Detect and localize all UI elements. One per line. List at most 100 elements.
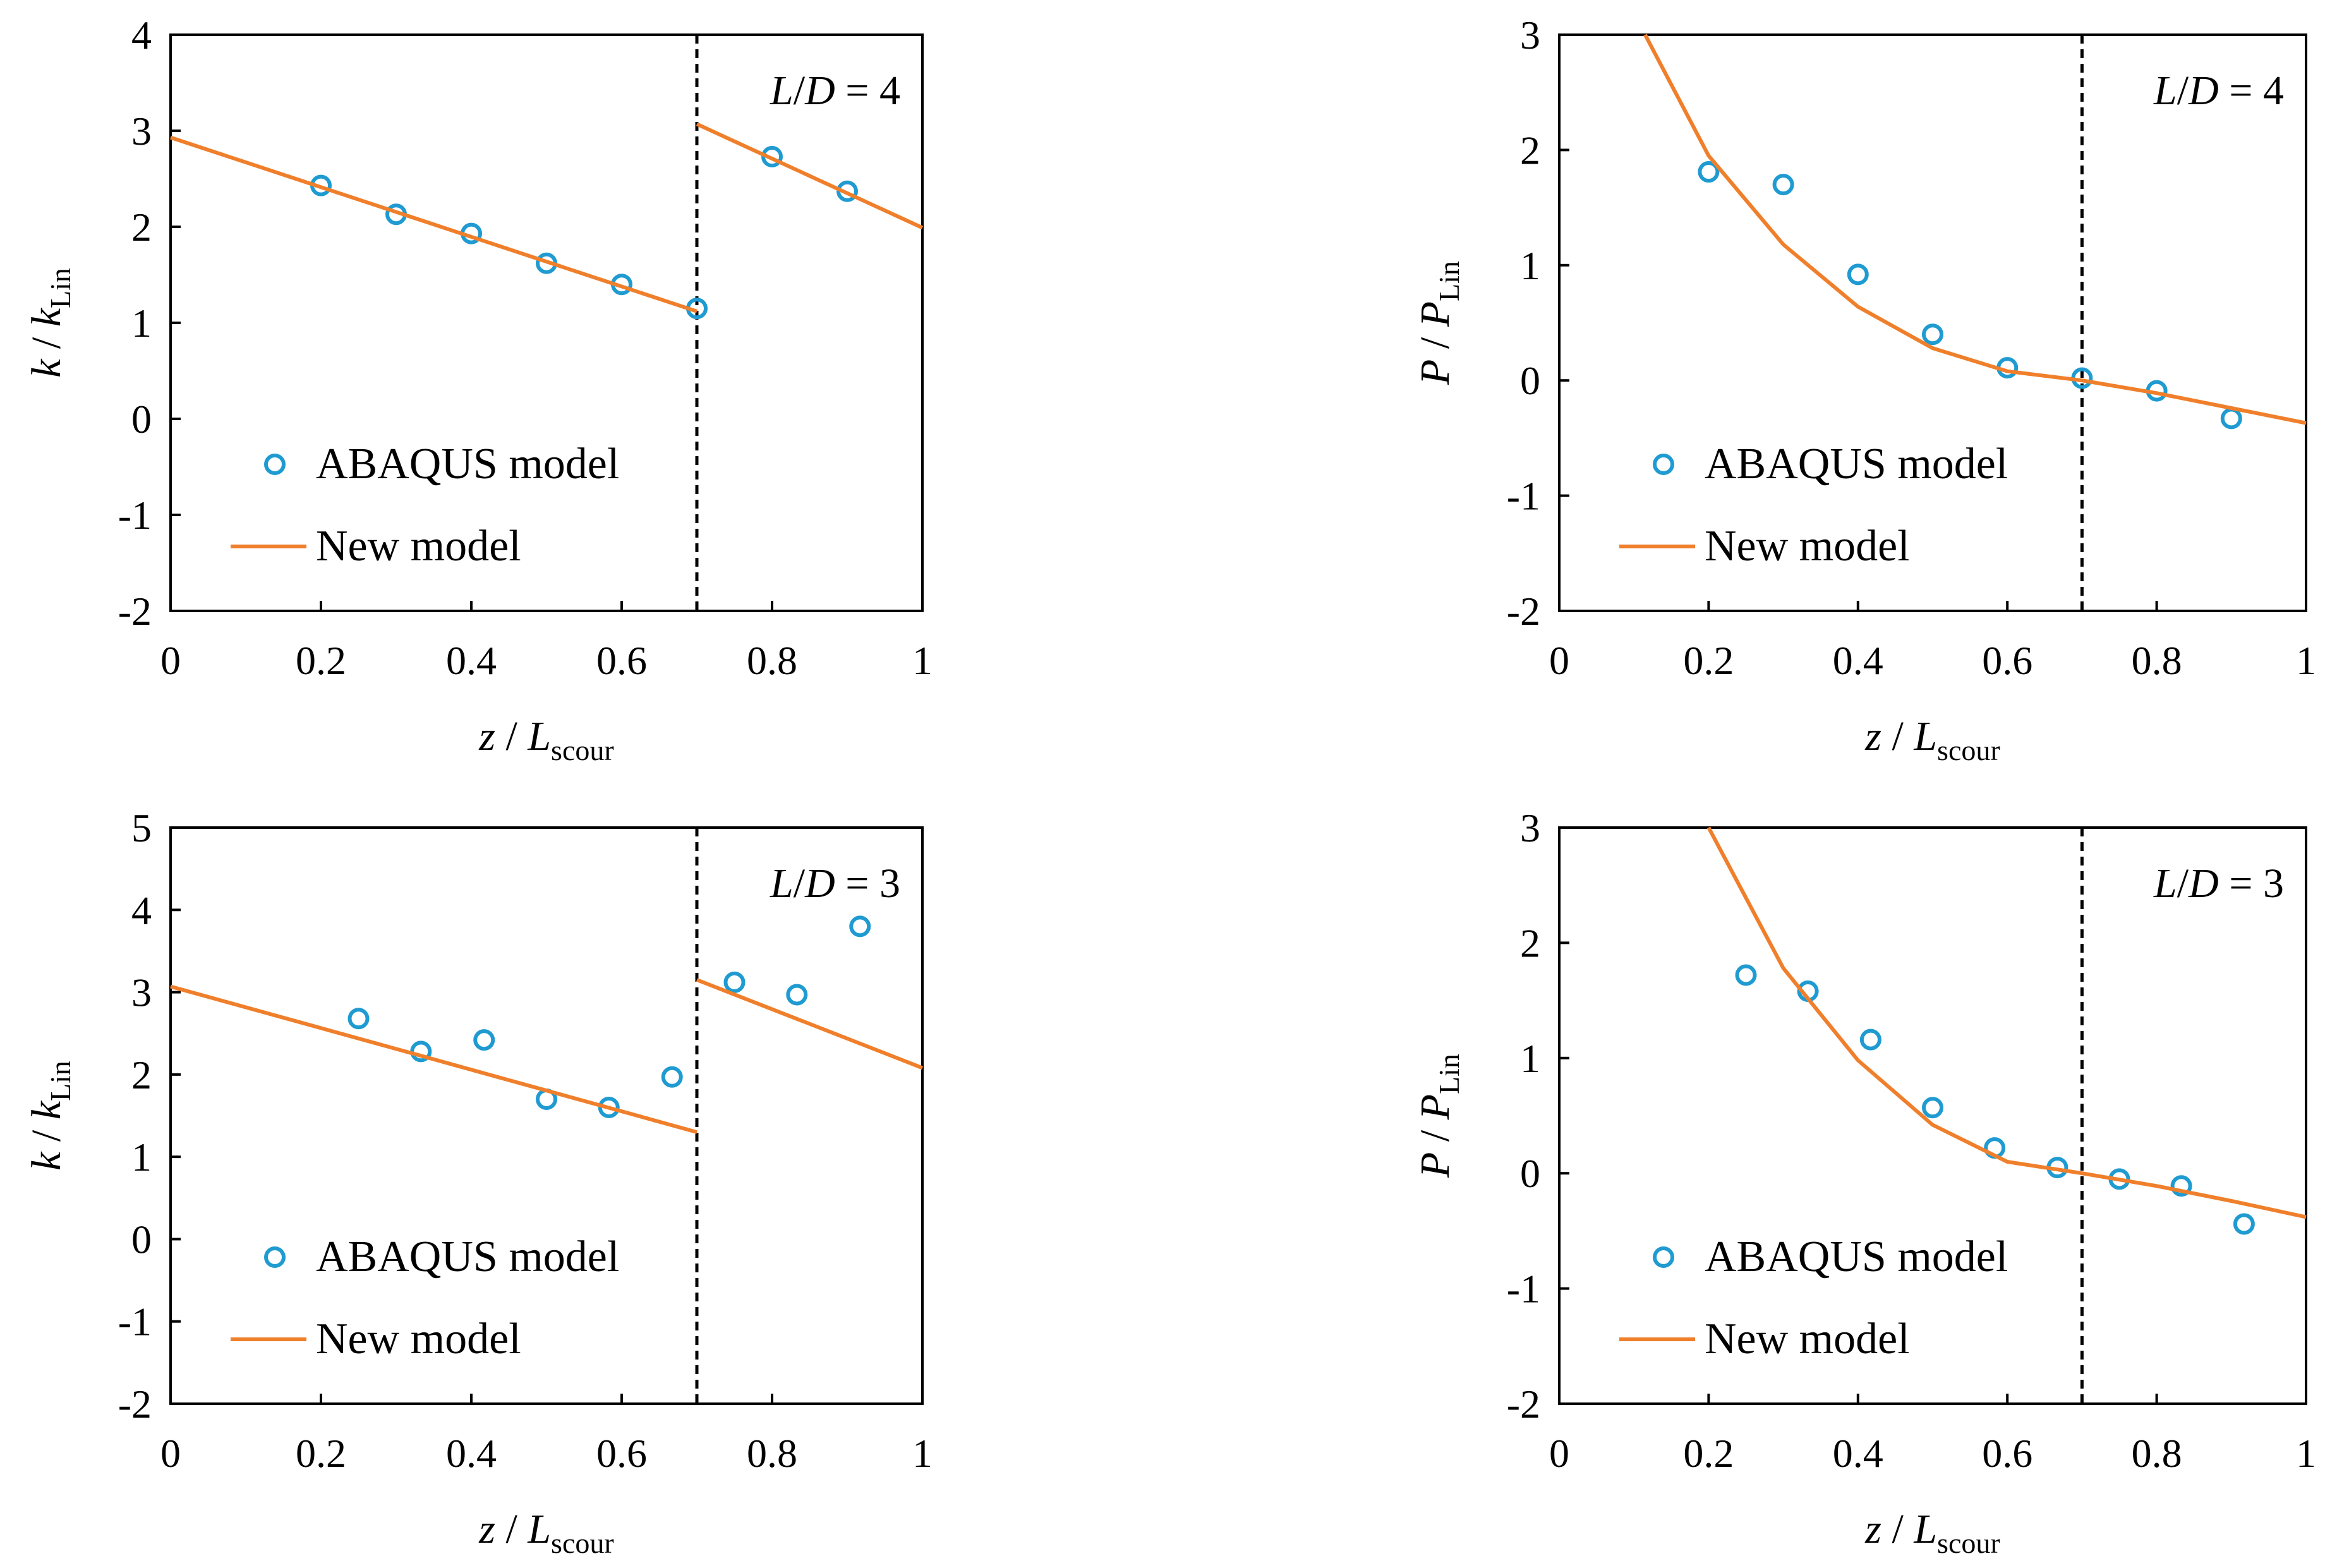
abaqus-data-point bbox=[473, 1029, 495, 1051]
x-tick-label: 0.6 bbox=[596, 638, 647, 683]
ld-value: = 3 bbox=[835, 860, 900, 907]
y-tick-label: 0 bbox=[1520, 358, 1540, 403]
new-model-line bbox=[696, 978, 924, 1070]
y-axis-label: k / kLin bbox=[23, 1061, 76, 1171]
x-axis-label: z / Lscour bbox=[478, 713, 613, 766]
x-tick-label: 0.6 bbox=[1982, 1431, 2032, 1476]
abaqus-data-point bbox=[1847, 263, 1869, 286]
ld-var-l: L bbox=[2153, 860, 2177, 907]
x-tick-label: 0 bbox=[1549, 638, 1569, 683]
x-axis-var: z bbox=[478, 1506, 495, 1552]
y-axis-var: P bbox=[1412, 1152, 1458, 1178]
chart-panel-3: 0 0.2 0.4 0.6 0.8 1 -2 -1 0 1 2 3 4 5 ABAQUS model New … bbox=[23, 805, 933, 1559]
abaqus-data-point bbox=[1859, 1028, 1881, 1051]
legend-marker-icon bbox=[1653, 454, 1674, 475]
new-model-line bbox=[696, 122, 924, 230]
plot-frame bbox=[169, 33, 924, 612]
y-axis-sep: / bbox=[1412, 1119, 1458, 1152]
x-axis-subscript: scour bbox=[551, 734, 614, 766]
abaqus-data-point bbox=[598, 1096, 620, 1118]
abaqus-data-point bbox=[849, 915, 871, 938]
x-tick-label: 0.8 bbox=[2132, 1431, 2182, 1476]
ld-annotation: L/D = 4 bbox=[770, 68, 900, 114]
ld-slash: / bbox=[794, 68, 806, 114]
x-axis-subscript: scour bbox=[551, 1527, 614, 1559]
x-tick-label: 0.6 bbox=[596, 1431, 647, 1476]
legend-label: ABAQUS model bbox=[316, 1233, 619, 1281]
y-tick-label: -2 bbox=[1507, 1382, 1540, 1426]
ld-var-d: D bbox=[804, 860, 835, 907]
plot-frame bbox=[1558, 826, 2307, 1405]
y-axis-subscript: Lin bbox=[1433, 261, 1465, 301]
y-tick-label: 3 bbox=[131, 109, 152, 154]
ld-annotation: L/D = 3 bbox=[770, 860, 900, 907]
y-tick-label: 1 bbox=[131, 1135, 152, 1179]
x-tick-label: 0.4 bbox=[1833, 638, 1883, 683]
abaqus-data-point bbox=[1772, 174, 1794, 196]
x-axis-subscript: scour bbox=[1937, 1527, 2000, 1559]
ld-var-d: D bbox=[804, 68, 835, 114]
y-tick-label: 2 bbox=[1520, 128, 1540, 172]
x-axis-label: z / Lscour bbox=[478, 1506, 613, 1559]
y-axis-var: P bbox=[1412, 359, 1458, 385]
new-model-line bbox=[170, 135, 697, 313]
new-model-line bbox=[1643, 33, 2307, 425]
y-tick-label: -2 bbox=[118, 589, 152, 634]
x-tick-label: 0.2 bbox=[296, 1431, 346, 1476]
ld-var-d: D bbox=[2188, 68, 2219, 114]
y-axis-base: P bbox=[1412, 301, 1458, 327]
abaqus-data-point bbox=[2233, 1213, 2255, 1235]
x-tick-label: 0.8 bbox=[747, 1431, 797, 1476]
x-tick-label: 1 bbox=[912, 638, 933, 683]
ld-slash: / bbox=[2177, 860, 2189, 907]
ld-value: = 3 bbox=[2219, 860, 2284, 907]
x-tick-label: 1 bbox=[2296, 1431, 2316, 1476]
abaqus-data-point bbox=[723, 971, 746, 993]
x-tick-label: 0 bbox=[160, 1431, 181, 1476]
x-tick-label: 0.6 bbox=[1982, 638, 2032, 683]
y-tick-label: 0 bbox=[131, 397, 152, 442]
ld-slash: / bbox=[794, 860, 806, 907]
x-axis-sep: / bbox=[1881, 713, 1914, 759]
ld-value: = 4 bbox=[835, 68, 900, 114]
abaqus-data-point bbox=[2220, 407, 2242, 430]
plot-frame bbox=[169, 826, 924, 1405]
abaqus-data-point bbox=[2170, 1175, 2192, 1197]
y-axis-var: k bbox=[23, 1151, 69, 1171]
y-tick-label: 2 bbox=[131, 1052, 152, 1097]
y-tick-label: 0 bbox=[1520, 1151, 1540, 1196]
legend-marker-icon bbox=[264, 454, 286, 475]
y-tick-label: 3 bbox=[1520, 805, 1540, 850]
x-axis-var: z bbox=[478, 713, 495, 759]
y-tick-label: 3 bbox=[131, 970, 152, 1015]
y-tick-label: 4 bbox=[131, 13, 152, 57]
x-axis-base: L bbox=[1913, 1506, 1937, 1552]
x-axis-sep: / bbox=[1881, 1506, 1914, 1552]
ld-annotation: L/D = 4 bbox=[2153, 68, 2284, 114]
ld-slash: / bbox=[2177, 68, 2189, 114]
abaqus-data-point bbox=[1922, 323, 1943, 346]
y-tick-label: 0 bbox=[131, 1217, 152, 1262]
y-tick-label: -2 bbox=[118, 1382, 152, 1426]
y-axis-label: P / PLin bbox=[1412, 1054, 1465, 1178]
legend-label: New model bbox=[1705, 1315, 1910, 1363]
x-tick-label: 0.2 bbox=[1683, 638, 1734, 683]
y-axis-subscript: Lin bbox=[44, 268, 76, 308]
legend-marker-icon bbox=[1653, 1246, 1674, 1268]
y-tick-label: -2 bbox=[1507, 589, 1540, 634]
x-axis-base: L bbox=[527, 713, 551, 759]
x-tick-label: 0 bbox=[1549, 1431, 1569, 1476]
y-tick-label: -1 bbox=[1507, 1267, 1540, 1312]
y-axis-subscript: Lin bbox=[44, 1061, 76, 1101]
legend-label: New model bbox=[1705, 522, 1910, 570]
ld-value: = 4 bbox=[2219, 68, 2284, 114]
y-axis-base: k bbox=[23, 1100, 69, 1119]
abaqus-data-point bbox=[786, 984, 808, 1006]
ld-var-d: D bbox=[2188, 860, 2219, 907]
y-tick-label: -1 bbox=[1507, 474, 1540, 519]
x-axis-base: L bbox=[527, 1506, 551, 1552]
abaqus-data-point bbox=[1922, 1097, 1943, 1119]
x-axis-label: z / Lscour bbox=[1864, 713, 2000, 766]
